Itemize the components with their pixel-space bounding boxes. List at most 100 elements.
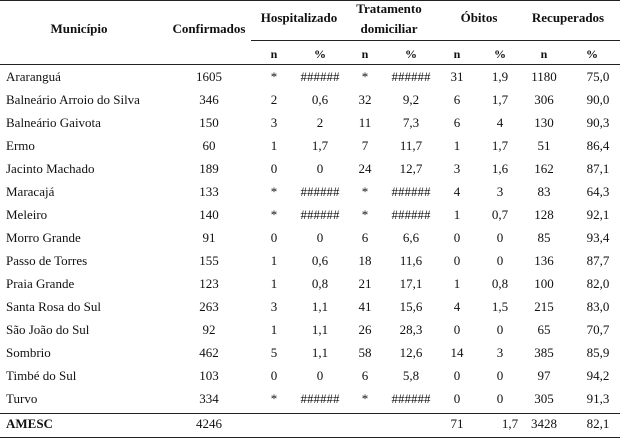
cell-obit-pct: 1,7 bbox=[491, 92, 509, 107]
cell-municipio: Balneário Gaivota bbox=[6, 115, 101, 130]
cell-hosp-n: * bbox=[270, 207, 278, 222]
cell-rec-pct: 90,3 bbox=[586, 115, 610, 130]
cell-obit-pct: 1,7 bbox=[491, 138, 509, 153]
cell-rec-n: 1180 bbox=[531, 69, 557, 84]
cell-trat-pct: 6,6 bbox=[402, 230, 420, 245]
cell-confirmados: 140 bbox=[199, 207, 219, 222]
cell-trat-n: 18 bbox=[358, 253, 372, 268]
cell-trat-pct: 15,6 bbox=[399, 299, 423, 314]
cell-hosp-n: 1 bbox=[270, 322, 278, 337]
cell-rec-n: 162 bbox=[534, 161, 554, 176]
cell-municipio: Timbé do Sul bbox=[6, 368, 77, 383]
cell-municipio: Araranguá bbox=[6, 69, 61, 84]
cell-hosp-n: 0 bbox=[270, 230, 278, 245]
cell-municipio: Meleiro bbox=[6, 207, 48, 222]
cell-obit-pct: 0 bbox=[496, 368, 504, 383]
cell-trat-pct: 28,3 bbox=[399, 322, 423, 337]
cell-hosp-pct: 1,1 bbox=[311, 322, 329, 337]
cell-hosp-pct: 0 bbox=[316, 161, 324, 176]
cell-obit-pct: 3 bbox=[496, 184, 504, 199]
top-rule bbox=[0, 0, 620, 1]
cell-municipio: Maracajá bbox=[6, 184, 55, 199]
cell-hosp-n: 1 bbox=[270, 276, 278, 291]
cell-hosp-n: * bbox=[270, 69, 278, 84]
cell-trat-pct: 12,7 bbox=[399, 161, 423, 176]
subheader-obit-pct: % bbox=[494, 47, 506, 61]
cell-rec-pct: 91,3 bbox=[586, 391, 610, 406]
cell-confirmados: 92 bbox=[202, 322, 216, 337]
cell-confirmados: 462 bbox=[199, 345, 219, 360]
cell-obit-n: 31 bbox=[450, 69, 464, 84]
cell-hosp-pct: 0,8 bbox=[311, 276, 329, 291]
cell-municipio: Turvo bbox=[6, 391, 38, 406]
total-confirmados: 4246 bbox=[196, 416, 222, 431]
cell-confirmados: 346 bbox=[199, 92, 219, 107]
total-top-rule bbox=[0, 413, 620, 414]
cell-obit-n: 1 bbox=[453, 207, 461, 222]
cell-hosp-n: 0 bbox=[270, 368, 278, 383]
cell-hosp-pct: 0,6 bbox=[311, 253, 329, 268]
cell-hosp-pct: 0 bbox=[316, 230, 324, 245]
cell-obit-pct: 4 bbox=[496, 115, 504, 130]
cell-confirmados: 103 bbox=[199, 368, 219, 383]
cell-rec-pct: 87,7 bbox=[586, 253, 610, 268]
cell-obit-pct: 3 bbox=[496, 345, 504, 360]
cell-obit-pct: 0 bbox=[496, 230, 504, 245]
cell-confirmados: 123 bbox=[199, 276, 219, 291]
cell-hosp-n: * bbox=[270, 184, 278, 199]
total-obit-n: 71 bbox=[450, 416, 464, 431]
cell-rec-pct: 82,0 bbox=[586, 276, 610, 291]
cell-municipio: Ermo bbox=[6, 138, 35, 153]
cell-obit-pct: 0 bbox=[496, 253, 504, 268]
header-bottom-rule bbox=[0, 64, 620, 65]
cell-obit-n: 1 bbox=[453, 138, 461, 153]
cell-obit-n: 0 bbox=[453, 253, 461, 268]
cell-hosp-pct: 1,7 bbox=[311, 138, 329, 153]
cell-rec-pct: 90,0 bbox=[586, 92, 610, 107]
cell-obit-n: 4 bbox=[453, 299, 461, 314]
cell-obit-n: 0 bbox=[453, 368, 461, 383]
cell-rec-n: 83 bbox=[537, 184, 551, 199]
cell-obit-n: 0 bbox=[453, 322, 461, 337]
cell-trat-n: 6 bbox=[361, 230, 369, 245]
cell-trat-pct: ###### bbox=[391, 184, 431, 199]
total-rec-pct: 82,1 bbox=[586, 416, 610, 431]
subheader-rec-n: n bbox=[540, 47, 548, 61]
cell-trat-pct: 9,2 bbox=[402, 92, 420, 107]
cell-obit-n: 3 bbox=[453, 161, 461, 176]
cell-hosp-n: 0 bbox=[270, 161, 278, 176]
cell-obit-n: 4 bbox=[453, 184, 461, 199]
cell-obit-n: 0 bbox=[453, 230, 461, 245]
cell-hosp-n: 5 bbox=[270, 345, 278, 360]
cell-municipio: Morro Grande bbox=[6, 230, 81, 245]
cell-confirmados: 133 bbox=[199, 184, 219, 199]
cell-hosp-n: 3 bbox=[270, 115, 278, 130]
subheader-rule bbox=[251, 40, 620, 41]
cell-trat-n: 11 bbox=[358, 115, 372, 130]
cell-hosp-n: * bbox=[270, 391, 278, 406]
total-rec-n: 3428 bbox=[531, 416, 557, 431]
cell-rec-pct: 85,9 bbox=[586, 345, 610, 360]
cell-obit-pct: 0 bbox=[496, 322, 504, 337]
header-tratamento-line2: domiciliar bbox=[360, 21, 418, 36]
cell-rec-n: 306 bbox=[534, 92, 554, 107]
cell-obit-pct: 0,8 bbox=[491, 276, 509, 291]
subheader-obit-n: n bbox=[453, 47, 461, 61]
cell-rec-pct: 94,2 bbox=[586, 368, 610, 383]
bottom-rule bbox=[0, 437, 620, 438]
cell-confirmados: 263 bbox=[199, 299, 219, 314]
cell-rec-n: 85 bbox=[537, 230, 551, 245]
header-municipio: Município bbox=[50, 21, 108, 36]
cell-confirmados: 189 bbox=[199, 161, 219, 176]
cell-obit-pct: 1,5 bbox=[491, 299, 509, 314]
cell-obit-n: 0 bbox=[453, 391, 461, 406]
cell-municipio: Sombrio bbox=[6, 345, 51, 360]
header-hospitalizado: Hospitalizado bbox=[260, 10, 338, 25]
cell-confirmados: 1605 bbox=[196, 69, 222, 84]
cell-hosp-pct: 0,6 bbox=[311, 92, 329, 107]
cell-rec-pct: 75,0 bbox=[586, 69, 610, 84]
cell-hosp-pct: ###### bbox=[300, 69, 340, 84]
cell-rec-pct: 87,1 bbox=[586, 161, 610, 176]
cell-rec-pct: 93,4 bbox=[586, 230, 610, 245]
